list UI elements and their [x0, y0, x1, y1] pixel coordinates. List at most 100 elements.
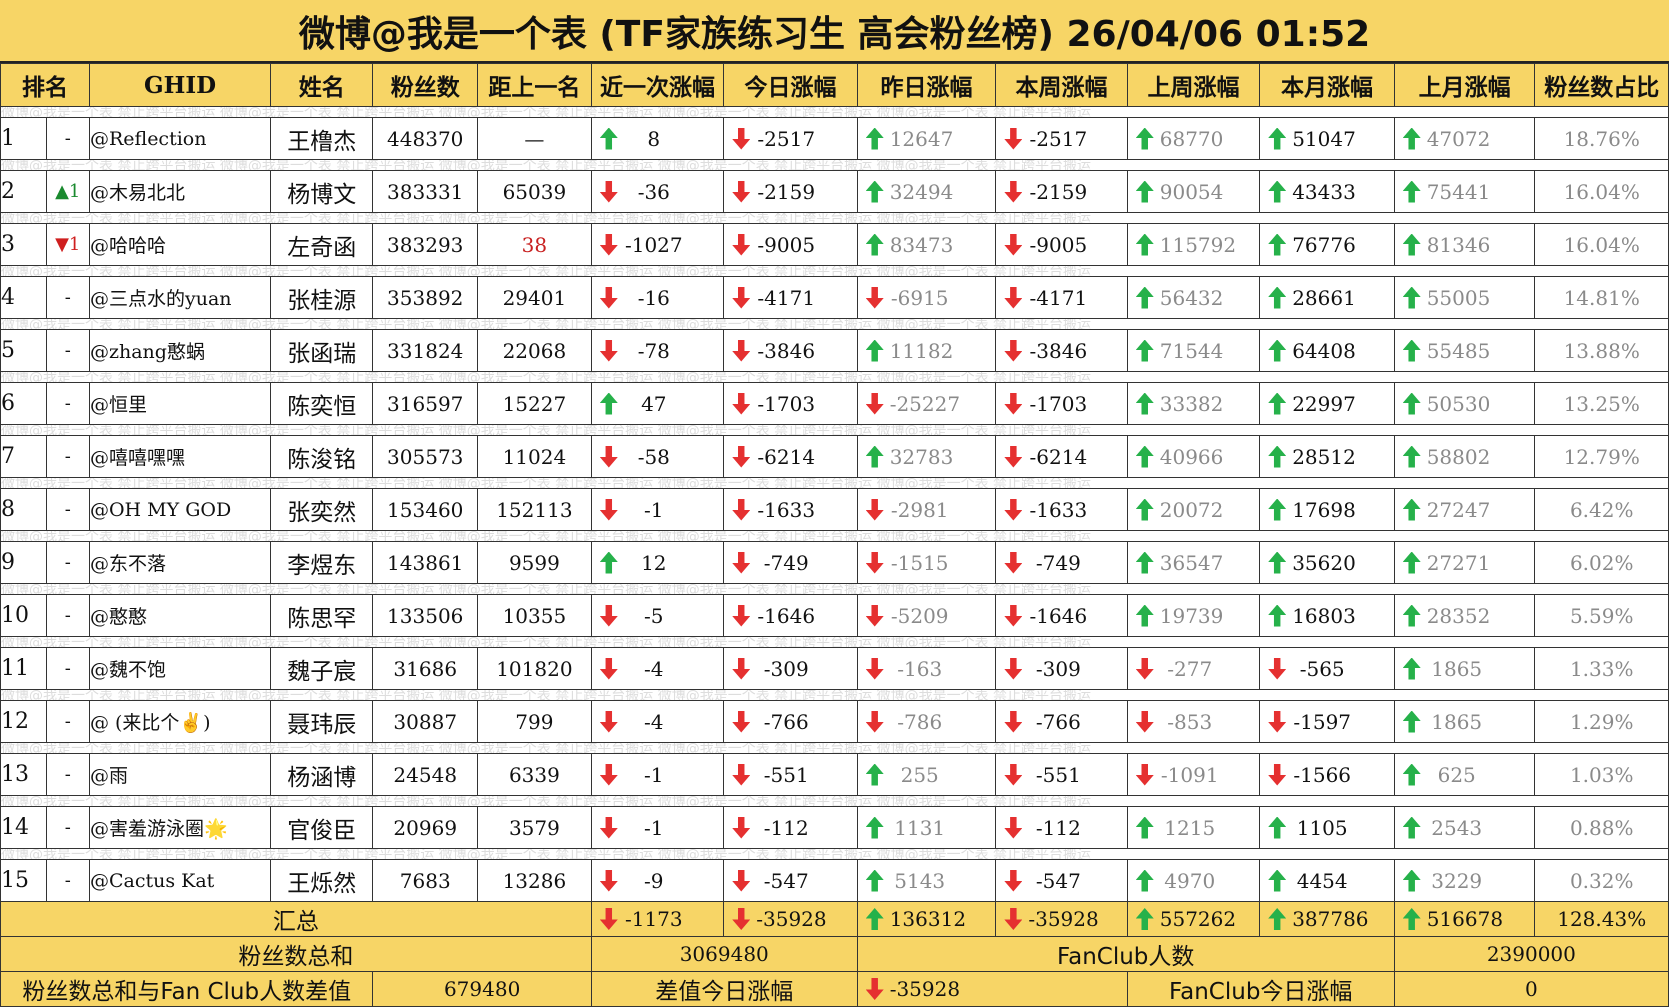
row-spacer: 微博@我是一个表 禁止跨平台搬运 微博@我是一个表 禁止跨平台搬运 微博@我是一…: [0, 530, 1669, 542]
change-cell: 4454: [1259, 859, 1395, 902]
change-value: -4171: [757, 285, 816, 310]
fanclub-value: 2390000: [1393, 936, 1669, 972]
change-value: 1865: [1431, 709, 1483, 734]
change-cell: 17698: [1259, 488, 1395, 531]
fan-share-cell: 18.76%: [1534, 117, 1669, 160]
change-cell: -1091: [1126, 753, 1261, 796]
rank-cell: 4: [0, 276, 47, 319]
change-value: 55005: [1426, 285, 1491, 310]
change-cell: -3846: [995, 329, 1128, 372]
arrow-up-icon: [1268, 127, 1287, 150]
ghid-cell: @三点水的yuan: [88, 276, 272, 319]
arrow-up-icon: [1135, 286, 1154, 309]
rank-move-cell: -: [45, 700, 90, 743]
rank-cell: 12: [0, 700, 47, 743]
fan-share-cell: 1.33%: [1534, 647, 1669, 690]
change-value: 28352: [1426, 603, 1491, 628]
change-value: 1105: [1296, 815, 1348, 840]
arrow-down-icon: [1004, 286, 1023, 309]
arrow-up-icon: [1135, 498, 1154, 521]
change-value: 12: [641, 550, 667, 575]
ghid-cell: @憨憨: [88, 594, 272, 637]
change-cell: -1: [590, 753, 725, 796]
change-value: -5209: [890, 603, 949, 628]
arrow-down-icon: [1004, 445, 1023, 468]
change-cell: -1633: [995, 488, 1128, 531]
table-row: 4- @三点水的yuan 张桂源 353892 29401 -16 -4171 -6915 -4…: [0, 276, 1669, 319]
change-value: 3229: [1431, 868, 1483, 893]
arrow-down-icon: [599, 445, 618, 468]
change-value: -16: [637, 285, 670, 310]
change-cell: -547: [723, 859, 858, 902]
table-row: 15- @Cactus Kat 王烁然 7683 13286 -9 -547 5143 -547…: [0, 859, 1669, 902]
change-cell: 71544: [1126, 329, 1261, 372]
change-cell: 3229: [1393, 859, 1536, 902]
arrow-up-icon: [1268, 816, 1287, 839]
ghid-cell: @雨: [88, 753, 272, 796]
name-cell: 陈浚铭: [270, 435, 374, 478]
change-value: 55485: [1426, 338, 1491, 363]
change-value: -749: [763, 550, 809, 575]
change-value: 387786: [1292, 907, 1369, 931]
change-cell: 625: [1393, 753, 1536, 796]
change-value: -1646: [757, 603, 816, 628]
change-cell: 76776: [1259, 223, 1395, 266]
rank-move-cell: -: [45, 276, 90, 319]
arrow-down-icon: [865, 498, 884, 521]
arrow-down-icon: [1004, 710, 1023, 733]
header-gap: 距上一名: [476, 63, 592, 107]
ghid-cell: @哈哈哈: [88, 223, 272, 266]
change-cell: 47072: [1393, 117, 1536, 160]
fanclub-label: FanClub人数: [856, 936, 1395, 972]
change-cell: -163: [856, 647, 997, 690]
change-value: -565: [1299, 656, 1345, 681]
arrow-down-icon: [732, 710, 751, 733]
arrow-down-icon: [599, 498, 618, 521]
header-yesterday-change: 昨日涨幅: [856, 63, 997, 107]
arrow-up-icon: [1135, 339, 1154, 362]
arrow-down-icon: [1004, 908, 1023, 930]
arrow-up-icon: [1135, 908, 1154, 930]
change-cell: 12647: [856, 117, 997, 160]
change-value: 81346: [1426, 232, 1491, 257]
arrow-up-icon: [865, 127, 884, 150]
change-value: 4970: [1164, 868, 1216, 893]
change-value: -4: [644, 709, 664, 734]
arrow-down-icon: [599, 710, 618, 733]
rank-cell: 6: [0, 382, 47, 425]
change-cell: -6915: [856, 276, 997, 319]
arrow-down-icon: [1004, 657, 1023, 680]
name-cell: 王橹杰: [270, 117, 374, 160]
change-cell: 557262: [1126, 901, 1261, 937]
change-value: -1633: [1029, 497, 1088, 522]
total-row: 粉丝数总和 3069480 FanClub人数 2390000: [0, 936, 1669, 972]
row-spacer: 微博@我是一个表 禁止跨平台搬运 微博@我是一个表 禁止跨平台搬运 微博@我是一…: [0, 159, 1669, 171]
arrow-up-icon: [1402, 551, 1421, 574]
fans-cell: 305573: [372, 435, 478, 478]
fan-share-cell: 16.04%: [1534, 223, 1669, 266]
change-value: -1: [644, 815, 664, 840]
change-cell: -749: [995, 541, 1128, 584]
change-value: 11182: [889, 338, 954, 363]
fans-cell: 31686: [372, 647, 478, 690]
change-cell: 11182: [856, 329, 997, 372]
change-value: -1: [644, 497, 664, 522]
arrow-up-icon: [1402, 233, 1421, 256]
arrow-up-icon: [1402, 127, 1421, 150]
change-value: 1131: [894, 815, 946, 840]
ghid-cell: @嘻嘻嘿嘿: [88, 435, 272, 478]
rank-cell: 7: [0, 435, 47, 478]
ghid-cell: @木易北北: [88, 170, 272, 213]
change-cell: 47: [590, 382, 725, 425]
change-value: 557262: [1159, 907, 1237, 931]
arrow-up-icon: [1268, 339, 1287, 362]
fans-cell: 20969: [372, 806, 478, 849]
fans-cell: 331824: [372, 329, 478, 372]
change-value: 516678: [1426, 907, 1504, 931]
arrow-down-icon: [732, 657, 751, 680]
change-value: -1566: [1293, 762, 1352, 787]
rank-move-cell: -: [45, 329, 90, 372]
watermark-band: 微博@我是一个表 禁止跨平台搬运 微博@我是一个表 禁止跨平台搬运 微博@我是一…: [0, 636, 1669, 648]
arrow-up-icon: [1402, 657, 1421, 680]
